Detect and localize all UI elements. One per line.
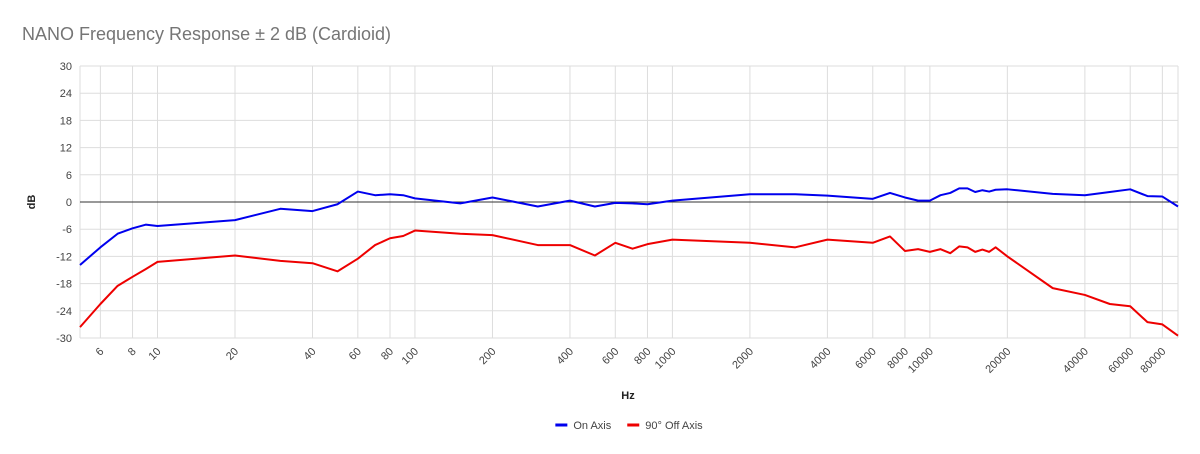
y-tick-label: 30 <box>60 61 72 73</box>
data-line <box>79 187 1179 266</box>
y-tick-label: 24 <box>60 88 72 100</box>
x-axis-title: Hz <box>621 390 635 402</box>
legend-label: On Axis <box>573 420 611 432</box>
y-tick-label: 12 <box>60 143 72 155</box>
x-tick-label: 60000 <box>1106 346 1136 376</box>
y-tick-label: 18 <box>60 115 72 127</box>
x-tick-label: 600 <box>600 346 621 367</box>
x-tick-label: 100 <box>400 346 421 367</box>
y-tick-label: -18 <box>56 279 72 291</box>
legend-label: 90° Off Axis <box>645 420 703 432</box>
x-tick-label: 4000 <box>808 346 834 372</box>
x-tick-label: 60 <box>347 346 364 363</box>
data-line <box>79 229 1179 337</box>
chart-title: NANO Frequency Response ± 2 dB (Cardioid… <box>22 24 391 44</box>
x-tick-label: 1000 <box>653 346 679 372</box>
y-axis-title: dB <box>26 195 38 210</box>
y-tick-label: 6 <box>66 170 72 182</box>
x-tick-label: 800 <box>632 346 653 367</box>
x-tick-label: 10000 <box>906 346 936 376</box>
x-tick-label: 2000 <box>730 346 756 372</box>
x-tick-label: 6000 <box>853 346 879 372</box>
legend: On Axis 90° Off Axis <box>555 420 703 432</box>
x-tick-label: 40 <box>301 346 318 363</box>
x-tick-label: 80 <box>379 346 396 363</box>
x-tick-label: 20 <box>224 346 241 363</box>
x-tick-label: 40000 <box>1061 346 1091 376</box>
y-tick-label: -24 <box>56 306 72 318</box>
x-tick-label: 8 <box>126 346 139 359</box>
x-tick-label: 400 <box>555 346 576 367</box>
y-tick-label: -30 <box>56 333 72 345</box>
x-tick-label: 80000 <box>1138 346 1168 376</box>
y-tick-label: 0 <box>66 197 72 209</box>
x-tick-label: 6 <box>94 346 107 359</box>
y-tick-label: -12 <box>56 251 72 263</box>
x-tick-label: 20000 <box>983 346 1013 376</box>
x-tick-label: 200 <box>477 346 498 367</box>
y-tick-label: -6 <box>62 224 72 236</box>
x-tick-label: 10 <box>146 346 163 363</box>
